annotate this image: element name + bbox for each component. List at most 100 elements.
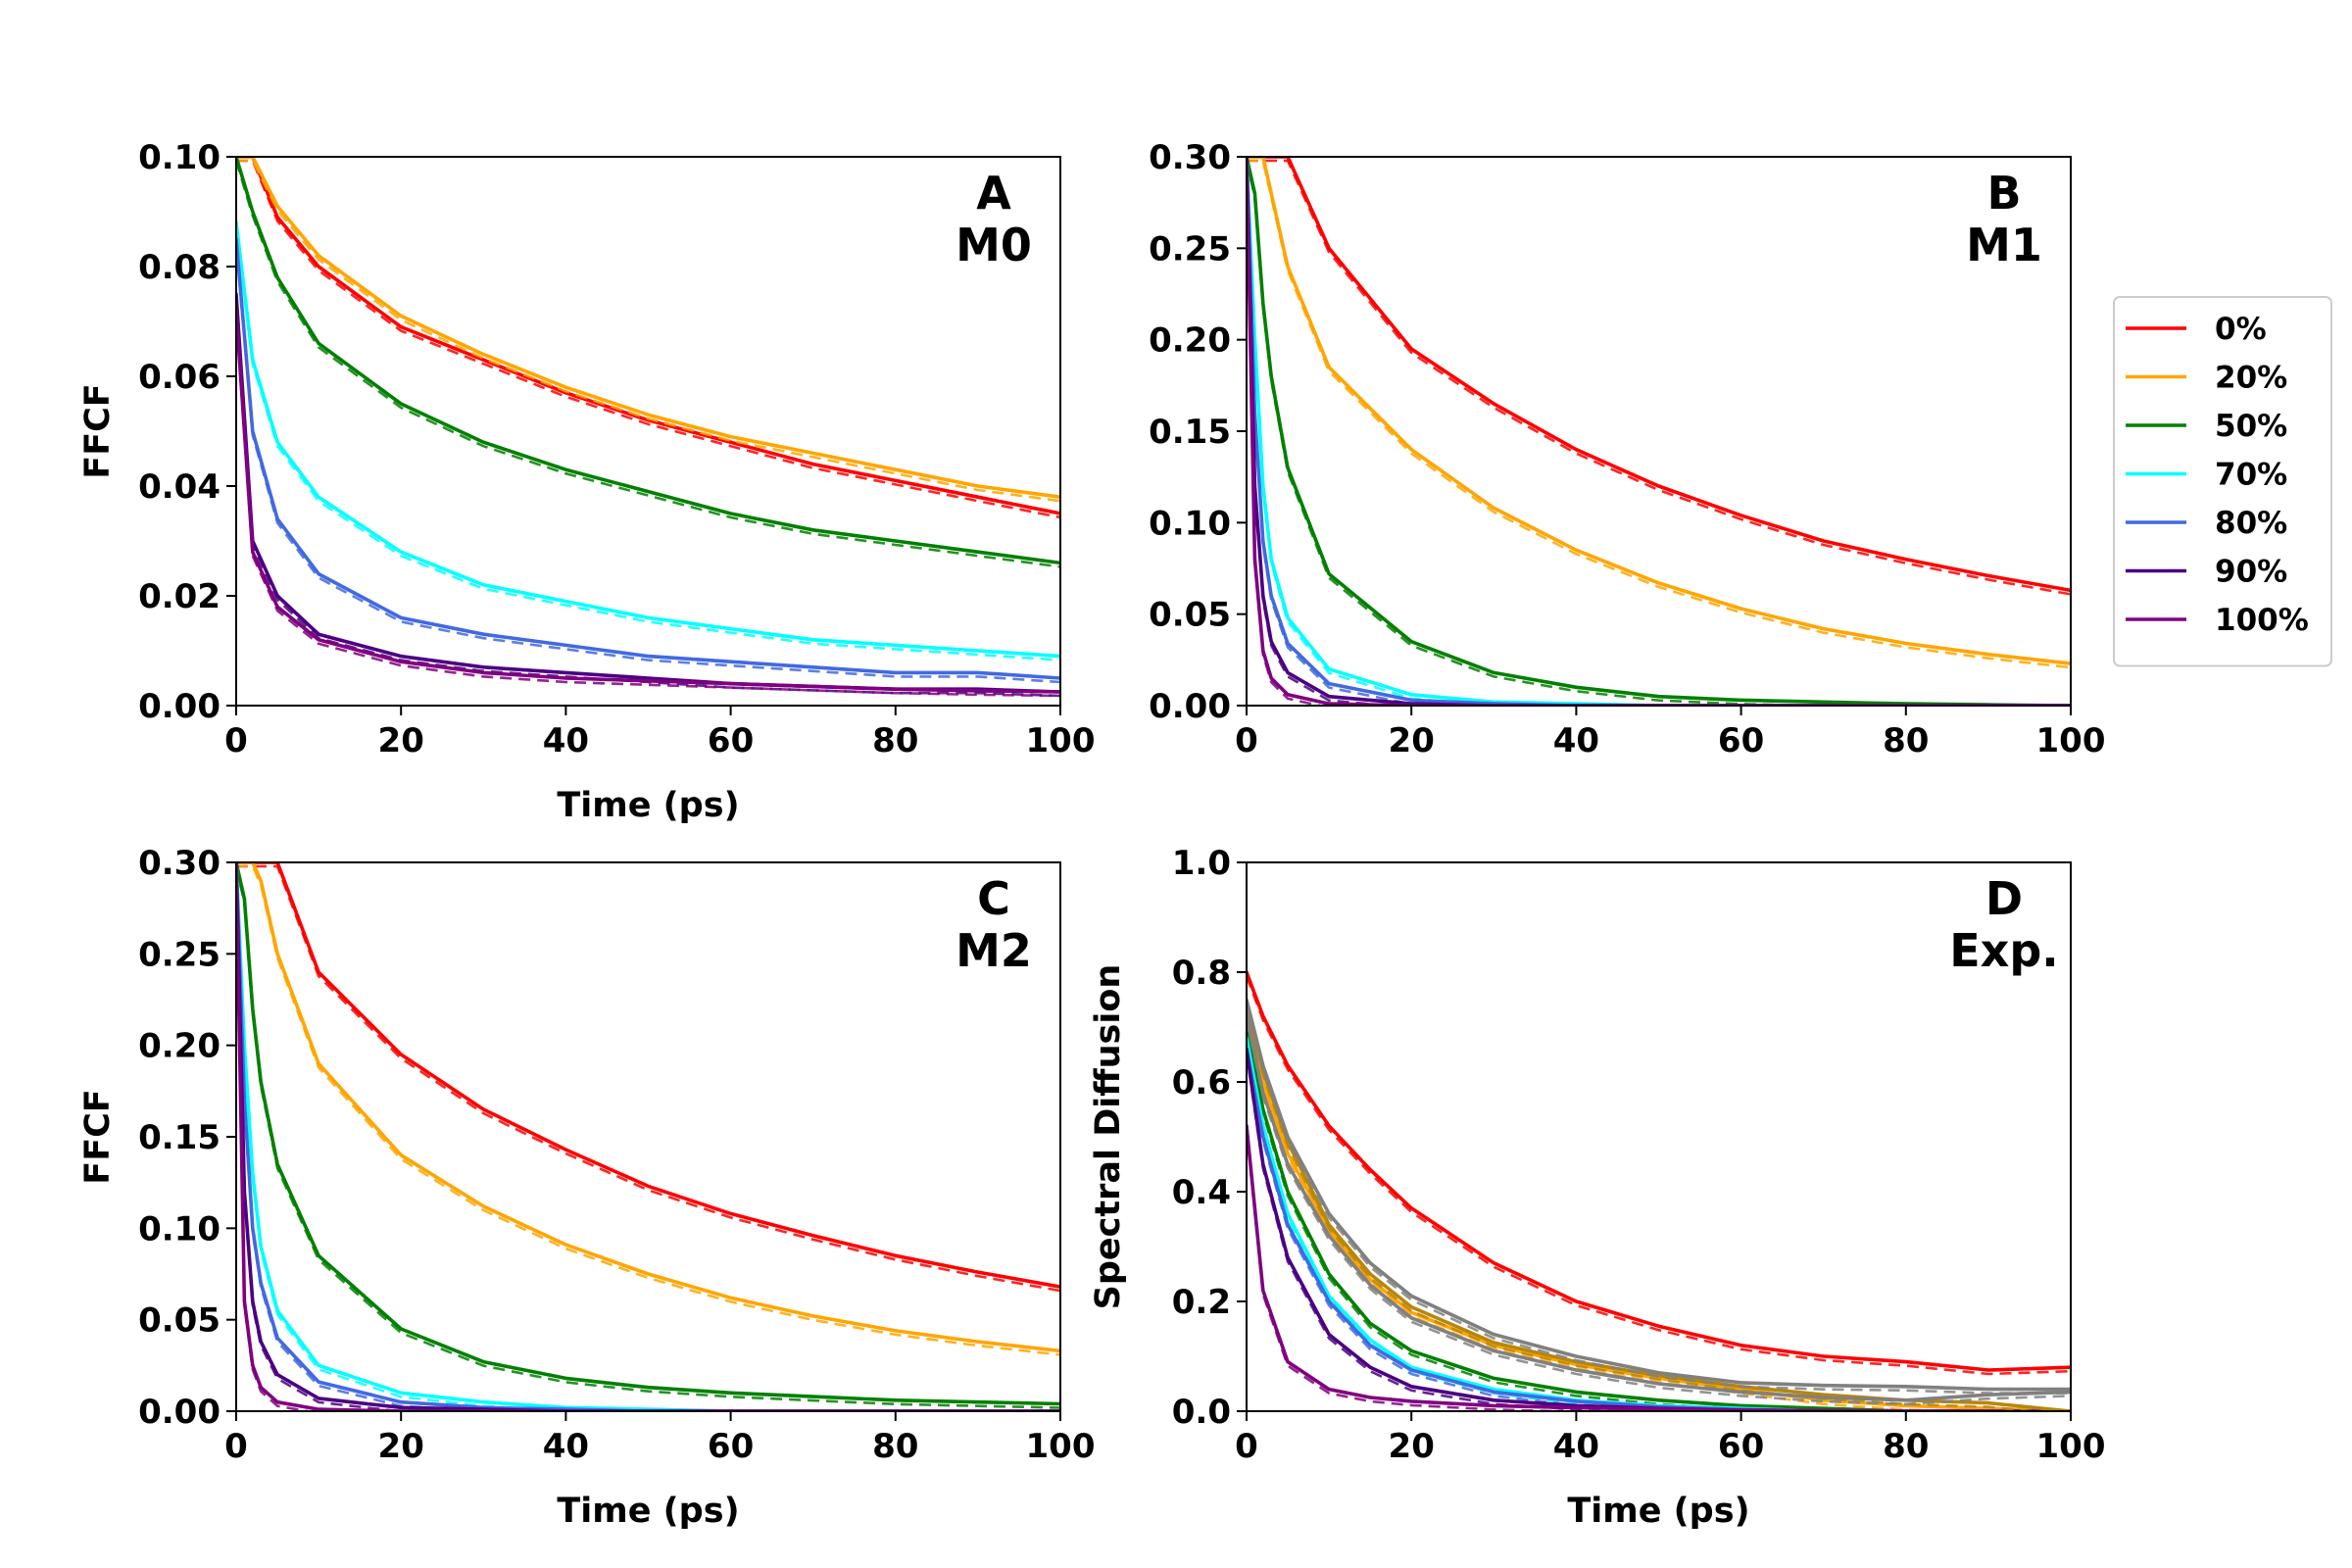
legend-label: 100% xyxy=(2215,603,2309,638)
series-line-80pct xyxy=(236,862,1060,1411)
series-line-90pct xyxy=(236,862,1060,1411)
legend-label: 20% xyxy=(2215,361,2287,396)
series-fit-0pct xyxy=(236,864,1060,1293)
series-line-0pct xyxy=(236,862,1060,1289)
x-tick-label: 40 xyxy=(1553,721,1599,760)
legend-item: 0% xyxy=(2126,312,2267,347)
series-fit-extra-7 xyxy=(1247,1013,2045,1411)
x-tick-label: 80 xyxy=(872,721,918,760)
series-fit-100pct xyxy=(1247,160,1326,706)
series-line-80pct xyxy=(1247,1047,2071,1411)
series-line-extra-9 xyxy=(1247,1014,2071,1402)
x-axis-label: Time (ps) xyxy=(1567,1492,1749,1531)
panel-model: M2 xyxy=(956,924,1032,977)
series-line-0pct xyxy=(1247,970,2071,1372)
legend-item: 100% xyxy=(2126,603,2309,638)
y-tick-label: 0.00 xyxy=(138,687,220,726)
axes-frame xyxy=(1246,861,2072,1412)
panel-d: 0 20 40 60 80 100 0.0 0.2 0.4 0.6 0.8 1.0 Time (ps) S… xyxy=(1089,844,2105,1531)
series-fit-80pct xyxy=(236,865,530,1411)
y-tick-label: 0.15 xyxy=(138,1118,220,1157)
y-tick-label: 0.8 xyxy=(1172,954,1231,993)
series-fit-100pct xyxy=(1247,1129,1625,1411)
panel-model: M1 xyxy=(1966,219,2042,271)
x-tick-label: 80 xyxy=(1883,1427,1929,1466)
y-tick-label: 0.4 xyxy=(1172,1173,1231,1212)
series-line-90pct xyxy=(1247,1047,2071,1411)
series-fit-50pct xyxy=(1247,1030,1827,1411)
y-axis-label: Spectral Diffusion xyxy=(1089,964,1128,1310)
y-tick-label: 0.6 xyxy=(1172,1063,1231,1102)
series-line-0pct xyxy=(236,157,1060,515)
series-fit-extra-8 xyxy=(1247,1003,2071,1395)
series-line-80pct xyxy=(236,237,1060,680)
series-fit-70pct xyxy=(236,865,612,1411)
series-fit-20pct xyxy=(236,864,1060,1356)
series-line-extra-8 xyxy=(1247,998,2071,1392)
x-tick-label: 80 xyxy=(1883,721,1929,760)
plot-area xyxy=(1247,970,2071,1411)
series-line-50pct xyxy=(236,862,1060,1406)
y-tick-label: 0.04 xyxy=(138,467,220,507)
series-fit-50pct xyxy=(236,160,1060,568)
x-tick-label: 20 xyxy=(378,1427,424,1466)
series-fit-70pct xyxy=(236,226,1060,662)
y-tick-label: 0.0 xyxy=(1172,1393,1231,1432)
axes-frame xyxy=(235,156,1061,707)
series-fit-20pct xyxy=(1247,159,2071,669)
series-line-extra-7 xyxy=(1247,1008,2071,1411)
series-fit-90pct xyxy=(1247,160,1403,706)
y-tick-label: 0.25 xyxy=(1149,229,1231,269)
series-fit-20pct xyxy=(236,159,1060,503)
series-line-70pct xyxy=(236,862,1060,1411)
x-tick-label: 0 xyxy=(224,721,248,760)
y-axis-label: FFCF xyxy=(78,383,118,478)
y-tick-label: 0.2 xyxy=(1172,1283,1231,1322)
y-tick-label: 0.30 xyxy=(1149,138,1231,177)
series-fit-90pct xyxy=(236,297,1060,698)
series-fit-90pct xyxy=(236,865,447,1411)
series-line-20pct xyxy=(1247,1014,2071,1411)
legend-item: 70% xyxy=(2126,458,2287,493)
y-tick-label: 1.0 xyxy=(1172,844,1231,883)
y-tick-label: 0.00 xyxy=(138,1393,220,1432)
axes-frame xyxy=(1246,156,2072,707)
plot-area xyxy=(236,157,1060,698)
series-line-0pct xyxy=(1247,157,2071,593)
legend-item: 20% xyxy=(2126,361,2287,396)
series-fit-0pct xyxy=(1247,159,2071,596)
x-tick-label: 100 xyxy=(1026,721,1096,760)
series-fit-70pct xyxy=(1247,160,1541,706)
legend: 0% 20% 50% 70% 80% 90% 100% xyxy=(2113,296,2332,667)
series-line-70pct xyxy=(236,220,1060,659)
series-fit-90pct xyxy=(1247,1053,1664,1411)
series-fit-50pct xyxy=(236,865,1060,1409)
y-tick-label: 0.30 xyxy=(138,844,220,883)
series-line-70pct xyxy=(1247,157,2071,706)
axes-frame xyxy=(235,861,1061,1412)
x-tick-label: 20 xyxy=(378,721,424,760)
x-tick-label: 0 xyxy=(1235,1427,1258,1466)
series-line-80pct xyxy=(1247,157,2071,706)
series-fit-100pct xyxy=(236,865,315,1411)
series-line-50pct xyxy=(236,157,1060,565)
panel-a: 0 20 40 60 80 100 0.00 0.02 0.04 0.06 0.08 0.10 Time… xyxy=(78,138,1095,825)
y-tick-label: 0.10 xyxy=(138,1209,220,1249)
x-tick-label: 40 xyxy=(543,721,589,760)
series-line-70pct xyxy=(1247,1036,2071,1411)
series-fit-50pct xyxy=(1247,160,1870,706)
y-tick-label: 0.02 xyxy=(138,577,220,616)
series-fit-100pct xyxy=(236,314,1060,698)
legend-item: 90% xyxy=(2126,555,2287,590)
x-tick-label: 60 xyxy=(1718,721,1764,760)
y-tick-label: 0.20 xyxy=(1149,321,1231,361)
x-tick-label: 80 xyxy=(872,1427,918,1466)
x-tick-label: 60 xyxy=(708,721,754,760)
series-line-20pct xyxy=(236,862,1060,1353)
plot-area xyxy=(236,862,1060,1411)
series-fit-80pct xyxy=(236,242,1060,684)
panel-letter: B xyxy=(1986,167,2021,220)
panel-b: 0 20 40 60 80 100 0.00 0.05 0.10 0.15 0.20 0.25 0.30… xyxy=(1149,138,2105,760)
series-fit-0pct xyxy=(1247,975,2071,1376)
